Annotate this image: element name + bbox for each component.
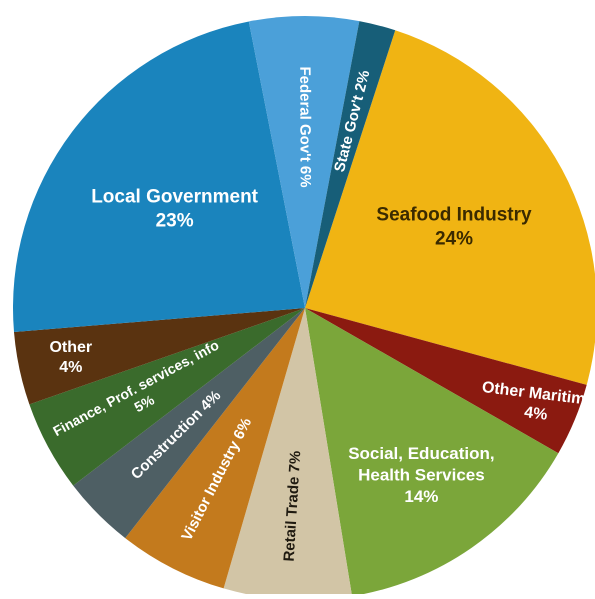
slice-value-label: 23% bbox=[156, 210, 194, 231]
slice-category-label: Federal Gov't 6% bbox=[296, 66, 313, 187]
pie-slice bbox=[29, 308, 306, 486]
pie-slice bbox=[73, 308, 305, 539]
pie-slice bbox=[223, 308, 353, 599]
slices-layer bbox=[12, 15, 595, 599]
pie-slice bbox=[248, 15, 360, 309]
pie-slice bbox=[12, 21, 306, 333]
slice-value-label: 4% bbox=[59, 359, 82, 376]
slice-label: Retail Trade 7% bbox=[281, 450, 305, 562]
pie-slice bbox=[125, 308, 305, 589]
pie-slice bbox=[305, 21, 396, 308]
slice-value-label: 14% bbox=[404, 487, 438, 506]
pie-slice bbox=[305, 30, 595, 385]
slice-category-label: Local Government bbox=[91, 187, 258, 208]
slice-category-label: Health Services bbox=[358, 465, 485, 484]
slice-category-label: Retail Trade 7% bbox=[281, 450, 305, 562]
pie-slice bbox=[305, 308, 559, 597]
slice-label: Other 4% bbox=[49, 339, 92, 376]
slice-category-label: Social, Education, bbox=[348, 444, 494, 463]
pie-slice bbox=[13, 308, 306, 405]
slice-category-label: Other bbox=[49, 339, 92, 356]
slice-value-label: 24% bbox=[435, 228, 473, 249]
slice-value-label: 4% bbox=[523, 404, 548, 424]
slice-label: Social, Education, Health Services 14% bbox=[348, 444, 494, 506]
pie-slice bbox=[305, 308, 587, 454]
slice-label: Federal Gov't 6% bbox=[296, 66, 313, 187]
slice-category-label: Seafood Industry bbox=[376, 205, 532, 226]
